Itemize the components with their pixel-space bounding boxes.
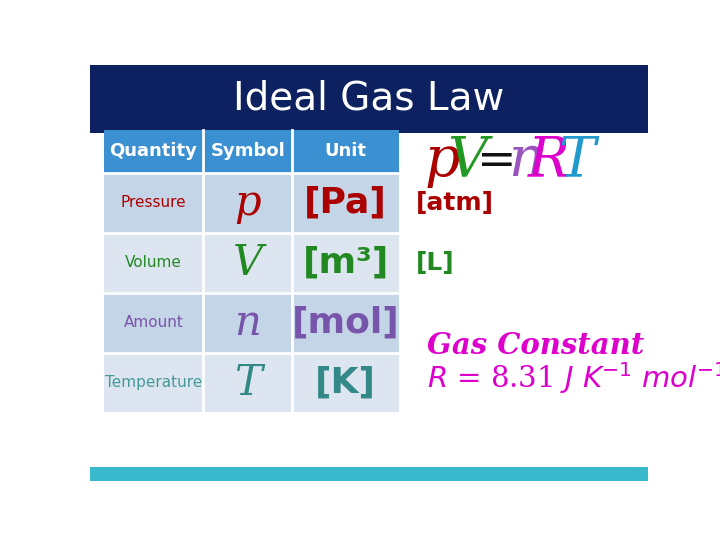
- Text: Unit: Unit: [325, 143, 366, 160]
- Text: $\it{R}$ = 8.31 $\it{J}$ $\it{K}$$^{-1}$ $\it{mol}$$^{-1}$: $\it{R}$ = 8.31 $\it{J}$ $\it{K}$$^{-1}$…: [427, 360, 720, 396]
- Text: V: V: [447, 134, 487, 188]
- Text: p: p: [235, 181, 261, 224]
- Bar: [104, 233, 399, 293]
- Bar: [90, 65, 648, 132]
- Bar: [104, 353, 399, 413]
- Text: =: =: [477, 139, 517, 184]
- Text: T: T: [558, 134, 595, 188]
- Text: Pressure: Pressure: [121, 195, 186, 210]
- Bar: [104, 173, 399, 233]
- Text: [L]: [L]: [416, 251, 455, 275]
- Text: Temperature: Temperature: [105, 375, 202, 390]
- Text: p: p: [425, 134, 460, 188]
- Text: R: R: [528, 134, 570, 188]
- Bar: [90, 467, 648, 481]
- Text: V: V: [233, 242, 263, 284]
- Text: [m³]: [m³]: [302, 246, 389, 280]
- Text: n: n: [234, 302, 261, 344]
- Text: Symbol: Symbol: [210, 143, 285, 160]
- Text: Quantity: Quantity: [109, 143, 197, 160]
- Text: n: n: [508, 134, 544, 188]
- Text: Amount: Amount: [124, 315, 184, 330]
- Bar: [104, 130, 399, 173]
- Text: Ideal Gas Law: Ideal Gas Law: [233, 80, 505, 118]
- Text: [K]: [K]: [315, 366, 377, 400]
- Text: Gas Constant: Gas Constant: [427, 332, 644, 360]
- Text: Volume: Volume: [125, 255, 182, 270]
- Text: [mol]: [mol]: [292, 306, 400, 340]
- Text: T: T: [234, 362, 261, 404]
- Text: [atm]: [atm]: [416, 191, 494, 214]
- Bar: [104, 293, 399, 353]
- Text: [Pa]: [Pa]: [305, 186, 387, 220]
